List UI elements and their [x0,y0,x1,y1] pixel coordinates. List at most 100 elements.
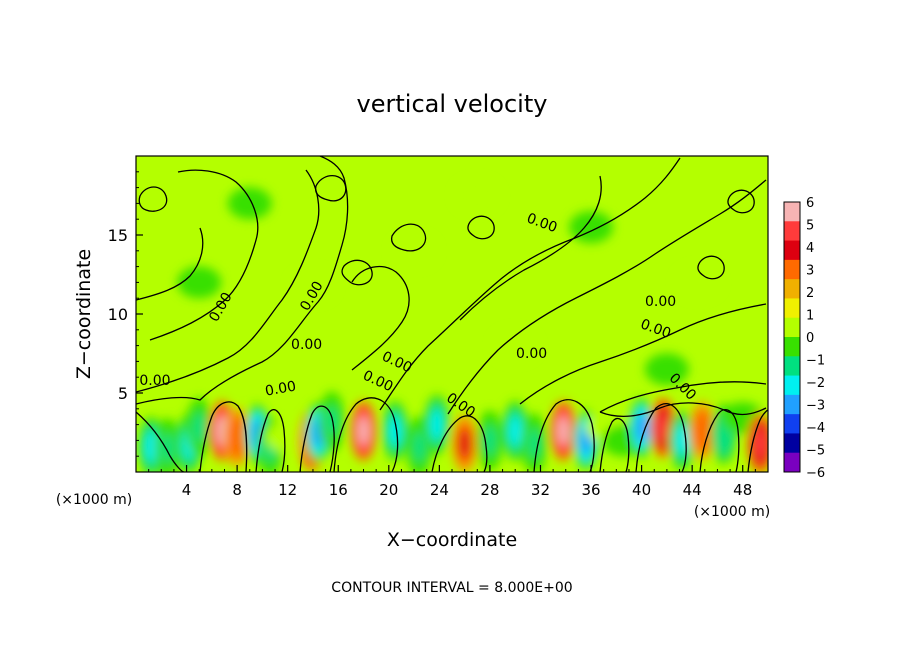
contour-line [697,255,725,280]
contour-line [299,405,335,472]
contour-line [459,175,602,321]
contour-line [351,265,410,371]
colorbar-label: −1 [806,354,825,369]
contour-line [699,409,740,472]
velocity-cell-peak [484,425,496,456]
contour-label: 0.00 [645,294,676,310]
x-unit-right: (×1000 m) [694,504,770,520]
contour-line [390,223,427,252]
x-tick-label: 8 [232,481,242,499]
velocity-cell [455,179,500,212]
velocity-cell-peak [509,415,522,446]
zero-contours [136,156,768,472]
contour-label: 0.00 [291,337,322,353]
colorbar-label: 3 [806,264,814,279]
colorbar-swatch [784,337,800,357]
velocity-cell-peak [145,431,158,462]
contour-line [149,169,259,341]
colorbar-label: 0 [806,331,814,346]
colorbar-frame [783,201,801,473]
colorbar-label: 1 [806,309,814,324]
colorbar-swatch [784,202,800,222]
velocity-cell [177,266,222,299]
contour-line [533,399,595,472]
colorbar-swatch [784,414,800,434]
colorbar-swatch [784,452,800,473]
velocity-cell-peak [231,422,243,453]
velocity-cell-peak [458,428,471,459]
x-tick-label: 28 [480,481,499,499]
velocity-cell-peak [754,428,767,459]
contour-line [467,215,495,240]
y-axis-label: Z−coordinate [73,249,95,379]
y-axis: 5 10 15 [108,171,143,457]
contour-line [431,415,488,472]
y-tick-label: 5 [118,384,128,403]
contour-line [727,189,755,214]
contour-line [136,227,204,301]
colorbar-swatch [784,356,800,377]
x-tick-label: 24 [430,481,449,499]
colorbar-label: −2 [806,376,825,391]
y-tick-label: 10 [108,305,128,324]
velocity-cells [138,179,768,472]
velocity-cell-peak [557,415,570,446]
contour-line [519,303,767,405]
plot-area: 0.000.000.000.000.000.000.000.000.000.00… [136,156,768,472]
contour-line [341,259,373,286]
contour-line [314,175,347,202]
contour-line [255,409,286,472]
x-tick-label: 20 [379,481,398,499]
contour-line [447,179,767,415]
velocity-cell-peak [326,406,338,437]
chart-title: vertical velocity [357,90,548,118]
contour-line [599,381,767,413]
colorbar-label: 5 [806,219,814,234]
velocity-cell-peak [193,412,206,443]
velocity-cell [569,211,614,244]
velocity-cell [644,353,689,386]
x-unit-left: (×1000 m) [56,492,132,508]
colorbar-swatch [784,317,800,338]
contour-line [599,402,767,418]
x-tick-label: 40 [632,481,651,499]
x-tick-label: 32 [531,481,550,499]
velocity-cell [676,266,721,299]
colorbar-label: 2 [806,286,814,301]
contour-interval-note: CONTOUR INTERVAL = 8.000E+00 [331,580,572,596]
colorbar-swatch [784,221,800,242]
x-tick-label: 12 [278,481,297,499]
colorbar-swatch [784,240,800,261]
colorbar-label: −6 [806,466,825,481]
x-axis-label: X−coordinate [387,529,517,551]
colorbar-label: −5 [806,444,825,459]
contour-line [199,401,248,472]
contour-label: 0.00 [516,346,547,362]
colorbar: 6 5 4 3 2 1 0 −1 −2 −3 −4 −5 −6 [783,196,825,481]
colorbar-label: 4 [806,241,814,256]
colorbar-label: −4 [806,421,825,436]
colorbar-swatch [784,394,800,415]
velocity-cell-peak [635,412,648,443]
contour-line [138,186,168,212]
x-tick-label: 4 [182,481,192,499]
contour-line [599,417,630,472]
contour-label: 0.00 [264,378,297,399]
x-tick-label: 44 [683,481,702,499]
x-tick-label: 16 [329,481,348,499]
velocity-cell-peak [357,415,370,446]
colorbar-swatch [784,298,800,319]
x-tick-label: 36 [581,481,600,499]
contour-line [333,397,399,472]
colorbar-swatch [784,259,800,280]
velocity-cell-peak [413,431,425,462]
y-tick-label: 15 [108,226,128,245]
contour-line [136,411,185,472]
colorbar-label: 6 [806,196,814,211]
colorbar-swatch [784,279,800,299]
velocity-cell [493,329,538,362]
contour-line [136,169,320,393]
contour-line [379,157,681,411]
velocity-cell-peak [696,415,709,446]
